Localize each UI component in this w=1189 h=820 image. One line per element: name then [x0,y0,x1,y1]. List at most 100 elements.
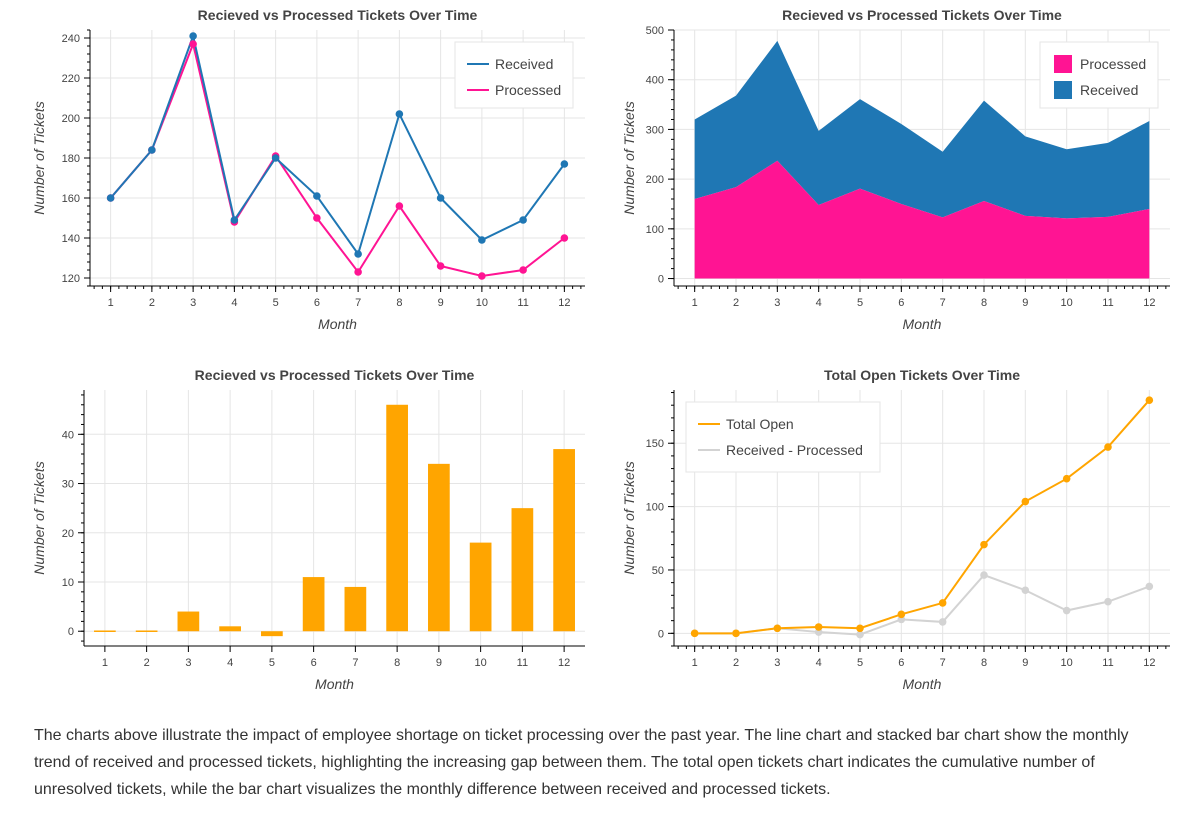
legend: Total Open Received - Processed [685,401,881,473]
x-tick-label: 12 [1143,297,1155,309]
received-vs-processed-stacked-area-chart: Recieved vs Processed Tickets Over Time 1… [590,0,1180,350]
chart-title: Recieved vs Processed Tickets Over Time [195,367,475,383]
x-tick-label: 6 [311,657,317,669]
y-tick-label: 120 [62,273,80,285]
plot-area [690,396,1154,639]
legend-box [685,401,881,473]
legend-swatch [1054,55,1072,73]
x-axis-label: Month [315,676,354,692]
legend-box [454,41,574,109]
x-tick-label: 3 [774,657,780,669]
chart-title: Total Open Tickets Over Time [824,367,1020,383]
x-tick-label: 6 [314,297,320,309]
x-tick-label: 12 [1143,657,1155,669]
y-axis-label: Number of Tickets [31,461,47,574]
y-tick-label: 40 [62,429,74,441]
x-tick-label: 10 [1061,297,1073,309]
x-tick-label: 4 [816,297,822,309]
data-point [519,216,527,224]
x-axis-label: Month [903,316,942,332]
data-point [897,610,906,619]
x-tick-label: 12 [558,657,570,669]
bar [469,542,492,632]
bar [386,404,408,632]
data-point [732,629,740,638]
x-tick-label: 10 [475,657,487,669]
data-point [1062,606,1071,615]
bar [219,626,241,632]
data-point [856,624,864,633]
y-tick-label: 400 [646,75,664,87]
data-point [690,629,699,638]
x-tick-label: 8 [981,297,987,309]
x-tick-label: 10 [476,297,488,309]
series-line-processed [109,40,565,278]
data-point [938,618,947,626]
y-axis-label: Number of Tickets [621,101,637,214]
area-processed [694,160,1150,279]
x-tick-label: 5 [273,297,279,309]
chart-svg: Recieved vs Processed Tickets Over Time 1… [621,7,1170,332]
x-tick-label: 9 [438,297,444,309]
legend-label: Received [1080,82,1138,98]
received-minus-processed-bar-chart: Recieved vs Processed Tickets Over Time 1… [0,360,590,710]
bar [261,631,283,637]
x-tick-label: 11 [1102,657,1113,669]
series-line-received [109,32,566,257]
x-tick-label: 11 [1102,297,1113,309]
legend-label: Total Open [726,416,794,432]
data-point [313,214,321,222]
x-tick-label: 4 [816,657,822,669]
y-tick-label: 140 [62,233,80,245]
x-tick-label: 11 [517,657,528,669]
data-point [230,216,239,224]
legend-label: Received - Processed [726,442,863,458]
y-tick-label: 100 [646,502,664,514]
data-point [980,571,988,579]
data-point [560,160,569,168]
chart-svg: Recieved vs Processed Tickets Over Time 1… [31,7,585,332]
y-tick-label: 0 [658,628,664,640]
bar [344,586,367,632]
bar [553,449,575,632]
data-point [354,250,362,258]
y-tick-label: 500 [646,25,664,37]
plot-area [106,32,569,280]
x-tick-label: 1 [108,297,114,309]
data-point [1104,443,1112,451]
y-tick-label: 150 [646,438,664,450]
data-point [980,540,988,549]
received-vs-processed-line-chart: Recieved vs Processed Tickets Over Time 1… [0,0,590,350]
legend: Received Processed [454,41,574,109]
bar [177,611,200,632]
data-point [189,40,197,48]
y-tick-label: 30 [62,479,74,491]
x-tick-label: 10 [1061,657,1073,669]
x-tick-label: 3 [190,297,196,309]
data-point [478,272,486,280]
x-tick-label: 3 [774,297,780,309]
x-tick-label: 7 [940,657,946,669]
y-tick-label: 300 [646,124,664,136]
plot-area [694,40,1150,279]
x-tick-label: 8 [394,657,400,669]
y-axis-label: Number of Tickets [31,101,47,214]
bar [511,508,534,632]
y-tick-label: 100 [646,224,664,236]
data-point [519,266,527,274]
data-point [189,32,197,40]
data-point [106,194,115,202]
chart-title: Recieved vs Processed Tickets Over Time [782,7,1062,23]
data-point [814,623,823,631]
series-line-total-open [694,399,1151,635]
data-point [773,624,782,633]
x-tick-label: 8 [981,657,987,669]
x-tick-label: 4 [231,297,237,309]
x-tick-label: 5 [857,297,863,309]
data-point [1021,586,1030,595]
x-tick-label: 6 [898,657,904,669]
legend-swatch [1054,81,1072,99]
y-tick-label: 50 [652,565,664,577]
data-point [436,194,445,202]
